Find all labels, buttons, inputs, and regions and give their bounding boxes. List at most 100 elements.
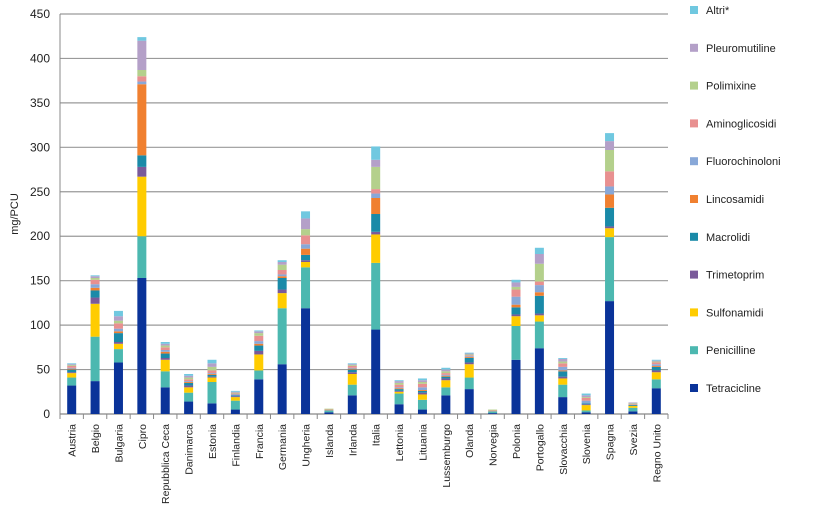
bar-segment <box>277 262 287 265</box>
bar-segment <box>464 352 474 354</box>
bar-segment <box>137 84 147 156</box>
grid-lines <box>60 13 668 415</box>
bar-segment <box>67 366 77 368</box>
bar-segment <box>160 345 170 348</box>
x-tick-label: Francia <box>254 424 266 459</box>
bar-segment <box>394 380 404 382</box>
bar-segment <box>371 159 381 167</box>
bar-segment <box>137 76 147 82</box>
bar-segment <box>90 287 100 291</box>
bar-segment <box>347 366 357 368</box>
bar-segment <box>347 368 357 370</box>
bar-segment <box>301 218 311 230</box>
bar-segment <box>581 398 591 401</box>
bar-segment <box>230 400 240 410</box>
bar-segment <box>113 320 123 324</box>
bar-segment <box>605 171 615 187</box>
bar-segment <box>628 411 638 414</box>
x-tick-label: Svezia <box>628 424 640 456</box>
legend-swatch <box>690 308 698 317</box>
bar-segment <box>534 348 544 414</box>
bar-segment <box>534 285 544 293</box>
bar-segment <box>511 316 521 326</box>
bar-segment <box>113 331 123 334</box>
bar-segment <box>417 409 427 414</box>
bar-segment <box>511 296 521 305</box>
axes: 0 50 100 150 200 250 300 350 400 450 Austria Belgio… <box>30 7 669 504</box>
bar-segment <box>207 366 217 371</box>
bar-segment <box>488 411 498 414</box>
bar-segment <box>417 380 427 382</box>
bar-segment <box>67 368 77 370</box>
bar-segment <box>137 166 147 177</box>
bar-segment <box>558 358 568 359</box>
bar-segment <box>277 364 287 414</box>
x-tick-label: Lussemburgo <box>441 424 453 488</box>
bar-segment <box>605 186 615 195</box>
y-tick-label: 250 <box>30 185 50 199</box>
x-tick-label: Estonia <box>207 424 219 459</box>
bar-segment <box>324 408 334 410</box>
bar-segment <box>90 279 100 285</box>
bar-segment <box>394 391 404 394</box>
bar-segment <box>417 378 427 381</box>
bar-segment <box>207 373 217 374</box>
bar-segment <box>394 390 404 392</box>
x-tick-label: Belgio <box>90 424 102 453</box>
bar-segment <box>160 343 170 346</box>
x-tick-label: Italia <box>371 424 383 446</box>
bar-segment <box>464 356 474 358</box>
y-tick-label: 50 <box>37 363 51 377</box>
legend-label: Lincosamidi <box>706 194 764 206</box>
bar-segment <box>137 155 147 167</box>
bar-segment <box>371 214 381 232</box>
bar-segment <box>651 370 661 373</box>
bar-segment <box>254 343 264 346</box>
bar-segment <box>184 381 194 382</box>
bar-segment <box>277 289 287 294</box>
bar-segment <box>254 379 264 414</box>
bar-segment <box>651 362 661 365</box>
bar-segment <box>628 402 638 404</box>
bar-segment <box>324 412 334 414</box>
x-tick-label: Slovenia <box>581 424 593 464</box>
bar-segment <box>113 362 123 414</box>
bar-segment <box>605 207 615 227</box>
bar-segment <box>347 369 357 373</box>
bar-segment <box>558 366 568 371</box>
bar-segment <box>394 389 404 391</box>
bar-segment <box>113 349 123 363</box>
bar-segment <box>651 361 661 363</box>
bar-segment <box>534 247 544 254</box>
bar-segment <box>184 374 194 376</box>
legend: Altri* Pleuromutiline Polimixine Aminoglico… <box>690 5 781 395</box>
bar-segment <box>67 365 77 366</box>
bar-segment <box>464 364 474 378</box>
bar-segment <box>184 382 194 386</box>
bar-segment <box>417 394 427 400</box>
bar-segment <box>254 333 264 336</box>
bar-segment <box>394 382 404 385</box>
bar-segment <box>254 330 264 332</box>
bar-segment <box>651 364 661 366</box>
bar-segment <box>230 394 240 396</box>
bar-segment <box>113 342 123 344</box>
x-tick-label: Cipro <box>137 424 149 449</box>
y-tick-label: 100 <box>30 318 50 332</box>
bar-segment <box>464 362 474 365</box>
x-tick-label: Polonia <box>511 424 523 459</box>
bar-segment <box>137 176 147 237</box>
bar-segment <box>160 358 170 360</box>
bar-segment <box>581 403 591 405</box>
bar-segment <box>464 358 474 363</box>
x-tick-label: Bulgaria <box>113 424 125 463</box>
bar-segment <box>464 354 474 356</box>
bar-segment <box>67 377 77 386</box>
bar-segment <box>581 405 591 411</box>
bar-segment <box>137 81 147 85</box>
bar-segment <box>605 133 615 142</box>
legend-swatch <box>690 43 698 52</box>
bar-segment <box>441 376 451 379</box>
x-tick-label: Norvegia <box>488 424 500 466</box>
bar-segment <box>605 301 615 414</box>
